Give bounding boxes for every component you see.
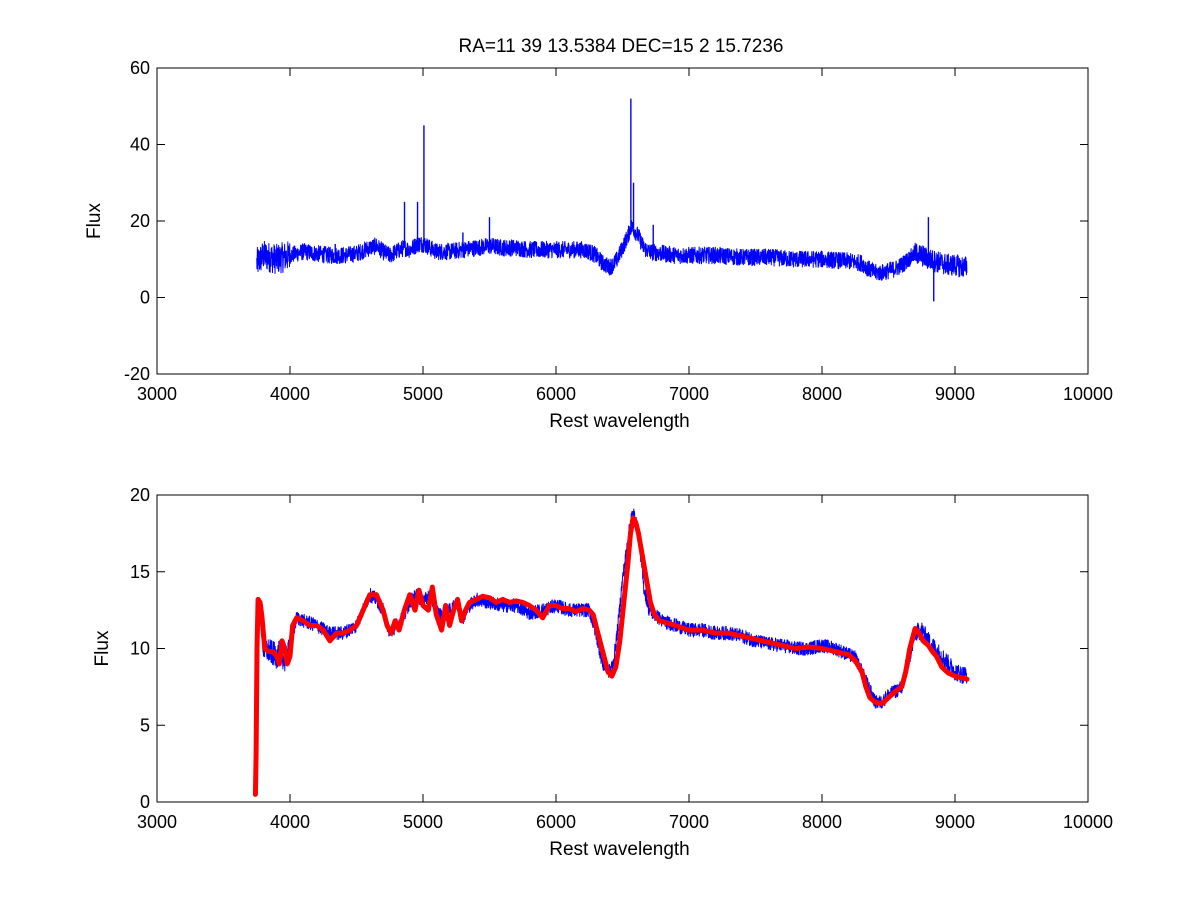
plot-area	[157, 495, 1088, 802]
y-tick-label: 0	[140, 792, 150, 812]
x-tick-label: 10000	[1063, 812, 1113, 832]
y-tick-label: 20	[130, 485, 150, 505]
model-fit-line	[252, 515, 970, 797]
x-tick-label: 3000	[137, 384, 177, 404]
figure-title: RA=11 39 13.5384 DEC=15 2 15.7236	[458, 36, 783, 57]
x-axis-label: Rest wavelength	[549, 411, 689, 432]
x-tick-label: 4000	[270, 812, 310, 832]
x-tick-label: 6000	[536, 384, 576, 404]
observed-spectrum-line	[256, 220, 968, 281]
top-panel-observed-spectrum: 3000 4000 5000 6000 7000 8000 9000 10000 -20 0 20 4…	[84, 58, 1113, 432]
y-tick-label: -20	[124, 364, 150, 384]
y-tick-label: 0	[140, 288, 150, 308]
y-axis-label: Flux	[92, 630, 113, 666]
x-tick-label: 9000	[935, 812, 975, 832]
bottom-panel-spectrum-fit: 3000 4000 5000 6000 7000 8000 9000 10000 0 5 10 15 2…	[92, 485, 1113, 860]
x-tick-label: 6000	[536, 812, 576, 832]
x-tick-label: 4000	[270, 384, 310, 404]
plot-area	[157, 68, 1088, 374]
y-tick-label: 20	[130, 211, 150, 231]
y-axis-label: Flux	[84, 203, 105, 239]
y-tick-label: 40	[130, 135, 150, 155]
x-tick-label: 9000	[935, 384, 975, 404]
x-tick-label: 7000	[669, 384, 709, 404]
y-tick-label: 5	[140, 715, 150, 735]
x-tick-label: 3000	[137, 812, 177, 832]
x-tick-label: 5000	[403, 812, 443, 832]
y-tick-label: 10	[130, 639, 150, 659]
x-tick-label: 10000	[1063, 384, 1113, 404]
x-tick-label: 7000	[669, 812, 709, 832]
x-axis-label: Rest wavelength	[549, 839, 689, 860]
y-tick-label: 60	[130, 58, 150, 78]
x-tick-label: 8000	[802, 812, 842, 832]
x-tick-label: 5000	[403, 384, 443, 404]
y-tick-label: 15	[130, 562, 150, 582]
x-tick-label: 8000	[802, 384, 842, 404]
